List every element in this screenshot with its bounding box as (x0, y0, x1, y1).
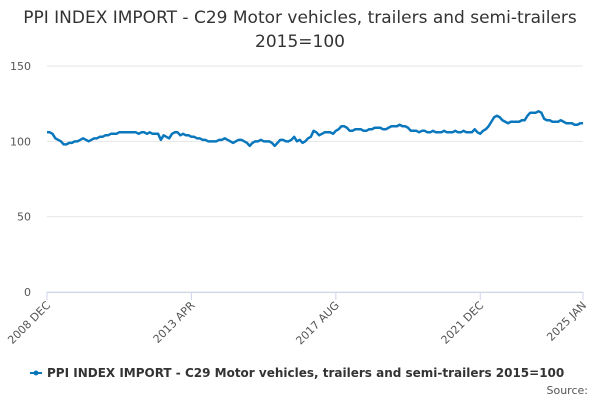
x-tick-label: 2025 JAN (544, 299, 589, 344)
y-tick-label: 0 (24, 286, 31, 299)
x-tick-label: 2017 AUG (293, 299, 342, 348)
source: Source: (547, 384, 589, 397)
y-tick-label: 150 (10, 60, 31, 73)
chart-title: PPI INDEX IMPORT - C29 Motor vehicles, t… (23, 8, 577, 52)
y-tick-label: 50 (17, 211, 31, 224)
x-tick-label: 2021 DEC (439, 299, 487, 347)
legend-label[interactable]: PPI INDEX IMPORT - C29 Motor vehicles, t… (47, 366, 564, 380)
y-tick-label: 100 (10, 135, 31, 148)
data-line (47, 109, 583, 148)
x-tick-label: 2008 DEC (5, 299, 53, 347)
x-tick-label: 2013 APR (151, 299, 198, 346)
legend-marker (33, 370, 39, 376)
